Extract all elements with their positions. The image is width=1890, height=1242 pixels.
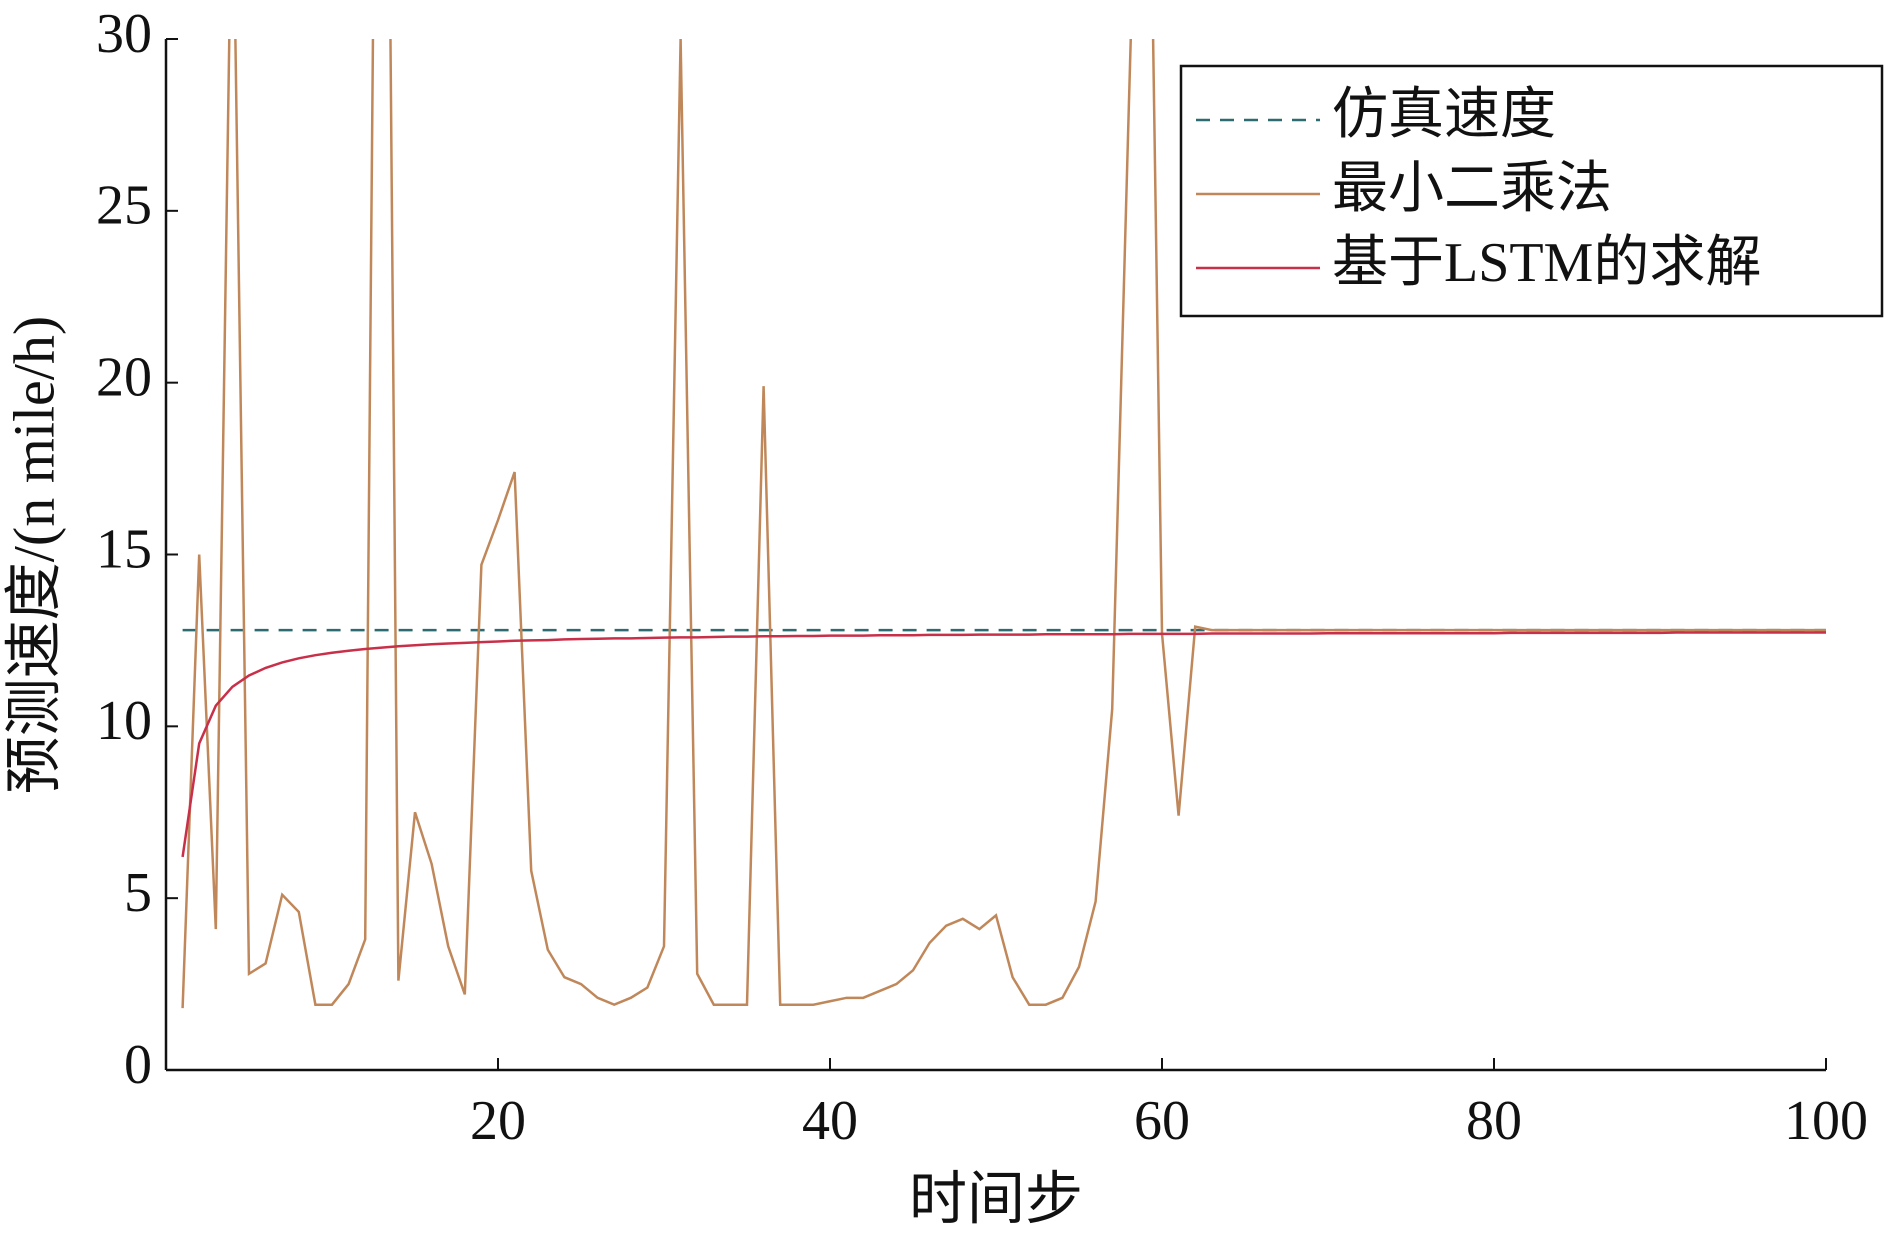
legend-label: 最小二乘法: [1332, 158, 1612, 220]
ticks: 0 5 10 15 20 25 30 20 40 60 80 100: [96, 3, 1868, 1152]
legend-label: 基于LSTM的求解: [1332, 232, 1761, 294]
legend-box: [1179, 64, 1884, 318]
y-tick-label: 25: [96, 175, 152, 237]
y-tick-label: 5: [124, 862, 152, 924]
y-axis-label: 预测速度/(n mile/h): [1, 316, 66, 794]
x-tick-label: 80: [1466, 1090, 1522, 1152]
y-tick-label: 20: [96, 347, 152, 409]
y-tick-label: 10: [96, 690, 152, 752]
y-tick-label: 0: [124, 1034, 152, 1096]
plot-area: [181, 39, 1826, 1009]
x-tick-label: 60: [1134, 1090, 1190, 1152]
series-line: [181, 39, 1826, 1009]
series-line: [181, 631, 1826, 858]
y-tick-label: 30: [96, 3, 152, 65]
x-tick-label: 20: [470, 1090, 526, 1152]
y-tick-label: 15: [96, 518, 152, 580]
x-tick-label: 40: [802, 1090, 858, 1152]
x-tick-label: 100: [1784, 1090, 1868, 1152]
legend-label: 仿真速度: [1332, 84, 1556, 146]
x-axis-label: 时间步: [909, 1166, 1083, 1231]
